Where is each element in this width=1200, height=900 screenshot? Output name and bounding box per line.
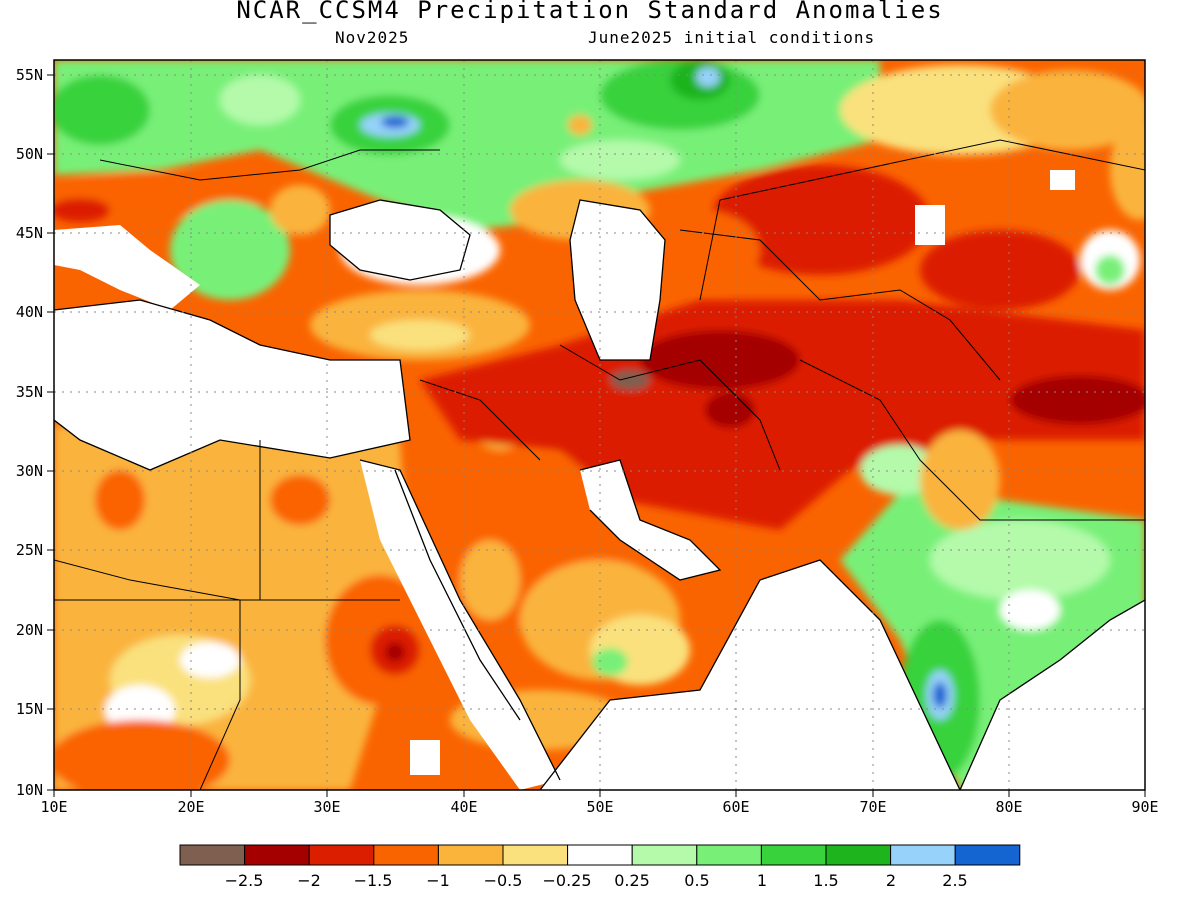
colorbar-label: −2.5 <box>225 871 264 890</box>
ticks <box>47 74 1146 797</box>
colorbar-swatch <box>890 844 956 866</box>
lon-label: 10E <box>40 798 67 816</box>
colorbar-labels: −2.5 −2 −1.5 −1 −0.5 −0.25 0.25 0.5 1 1.… <box>225 871 968 890</box>
colorbar-label: −0.5 <box>484 871 523 890</box>
colorbar-swatch <box>437 844 504 866</box>
colorbar-label: 2.5 <box>942 871 967 890</box>
borders <box>54 139 1145 790</box>
sea-mask <box>54 170 1145 790</box>
coastlines <box>54 199 1145 790</box>
colorbar-label: 1.5 <box>813 871 838 890</box>
lon-label: 20E <box>177 798 204 816</box>
colorbar <box>179 844 1021 866</box>
lat-label: 40N <box>16 303 43 321</box>
colorbar-swatch <box>954 844 1021 866</box>
lat-label: 20N <box>16 621 43 639</box>
colorbar-swatch <box>502 844 569 866</box>
colorbar-swatch <box>760 844 827 866</box>
lat-label: 50N <box>16 145 43 163</box>
colorbar-swatch <box>179 844 246 866</box>
lon-label: 30E <box>313 798 340 816</box>
lon-label: 60E <box>722 798 749 816</box>
colorbar-swatch <box>567 844 633 866</box>
lat-label: 30N <box>16 462 43 480</box>
colorbar-swatch <box>308 844 375 866</box>
colorbar-swatch <box>631 844 698 866</box>
latitude-labels: 55N 50N 45N 40N 35N 30N 25N 20N 15N 10N <box>16 66 43 799</box>
lat-label: 10N <box>16 781 43 799</box>
anomaly-field <box>54 60 1145 790</box>
colorbar-swatch <box>696 844 762 866</box>
colorbar-label: 2 <box>886 871 896 890</box>
colorbar-label: 0.25 <box>614 871 650 890</box>
colorbar-swatch <box>373 844 439 866</box>
init-conditions: June2025 initial conditions <box>588 28 876 47</box>
lat-label: 25N <box>16 541 43 559</box>
lat-label: 45N <box>16 224 43 242</box>
chart-title: NCAR_CCSM4 Precipitation Standard Anomal… <box>236 0 944 24</box>
lat-label: 35N <box>16 383 43 401</box>
colorbar-label: −1.5 <box>354 871 393 890</box>
colorbar-label: 1 <box>757 871 767 890</box>
colorbar-label: −1 <box>426 871 450 890</box>
lon-label: 50E <box>586 798 613 816</box>
colorbar-label: 0.5 <box>684 871 709 890</box>
lon-label: 90E <box>1131 798 1158 816</box>
colorbar-swatch <box>825 844 892 866</box>
colorbar-swatch <box>244 844 310 866</box>
lat-label: 15N <box>16 700 43 718</box>
longitude-labels: 10E 20E 30E 40E 50E 60E 70E 80E 90E <box>40 798 1158 816</box>
lon-label: 40E <box>450 798 477 816</box>
lon-label: 70E <box>859 798 886 816</box>
gridlines <box>54 60 1145 790</box>
forecast-month: Nov2025 <box>335 28 410 47</box>
colorbar-label: −2 <box>297 871 321 890</box>
colorbar-label: −0.25 <box>542 871 591 890</box>
lon-label: 80E <box>995 798 1022 816</box>
lat-label: 55N <box>16 66 43 84</box>
